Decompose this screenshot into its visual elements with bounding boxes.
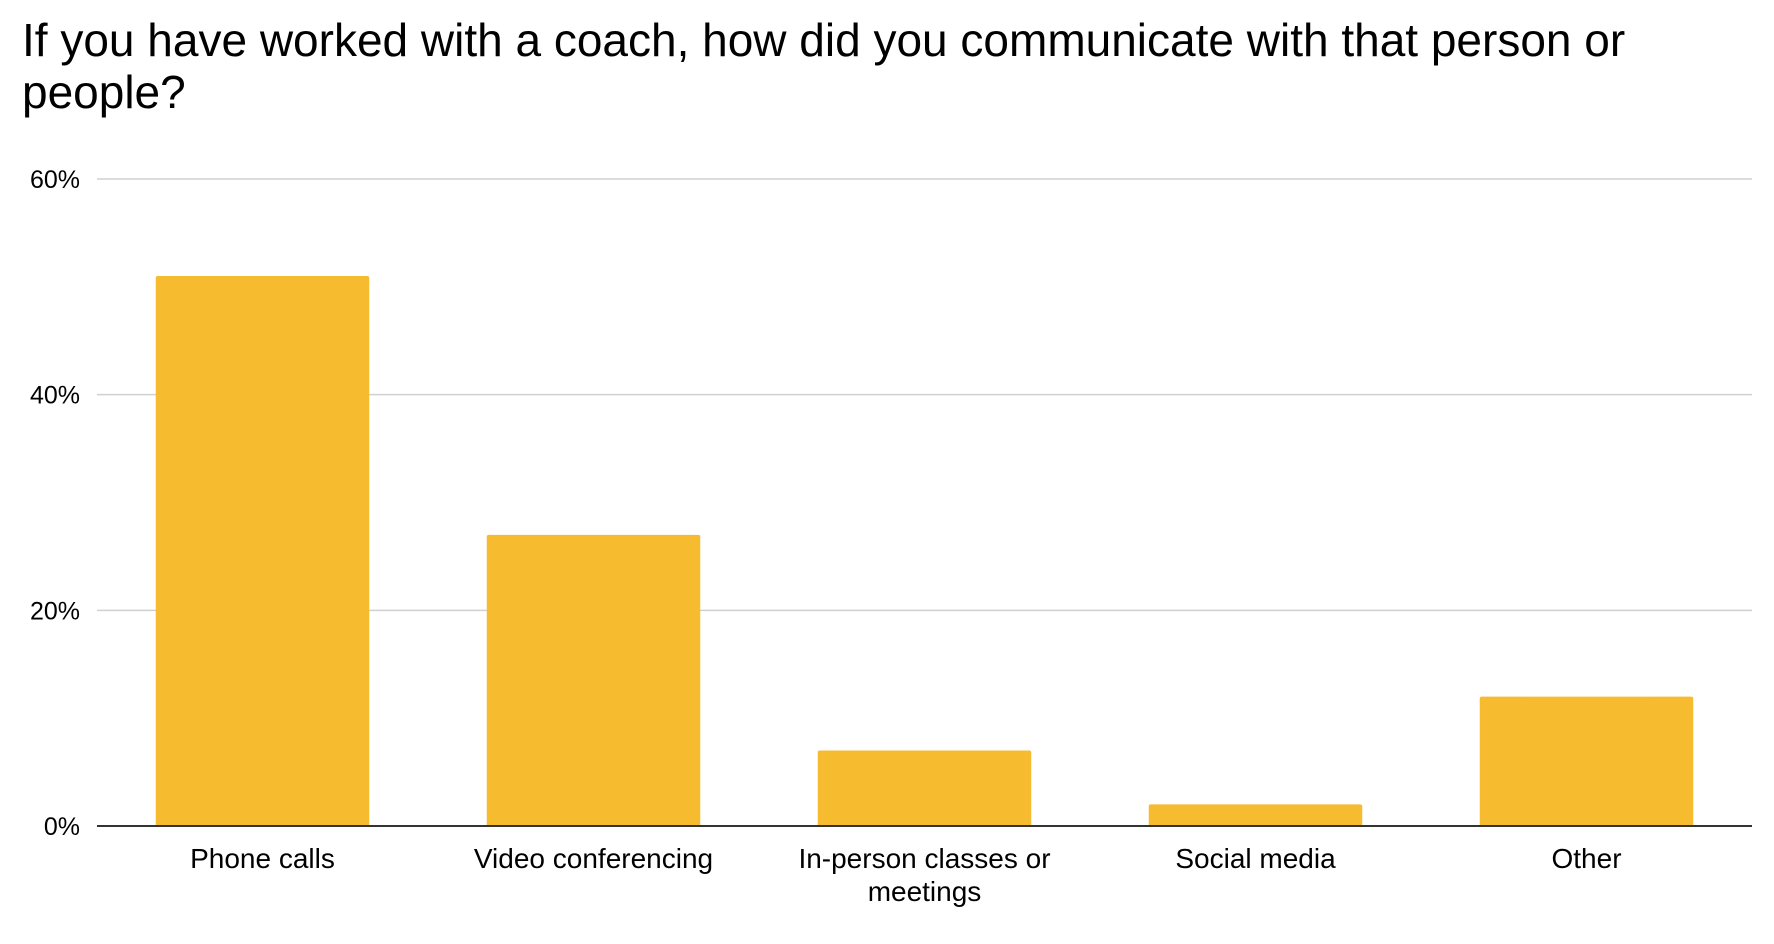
x-category-label: Social media [1175,843,1336,874]
bar [1479,696,1694,826]
bar [486,534,701,826]
chart-title: If you have worked with a coach, how did… [22,14,1626,118]
y-tick-label: 40% [30,382,80,410]
x-axis-category-labels: Phone calls Video conferencing In-person c… [190,843,1621,907]
x-category-label: In-person classes or meetings [798,843,1050,907]
bars [155,276,1694,826]
y-tick-label: 20% [30,597,80,625]
x-category-label: Phone calls [190,843,335,874]
x-category-label: Video conferencing [474,843,713,874]
y-tick-label: 0% [44,813,80,841]
bar [155,276,370,826]
gridlines [97,178,1752,612]
y-axis-tick-labels: 0% 20% 40% 60% [30,166,80,841]
x-category-label: Other [1551,843,1621,874]
y-tick-label: 60% [30,166,80,194]
bar [1148,804,1363,826]
bar [817,750,1032,826]
